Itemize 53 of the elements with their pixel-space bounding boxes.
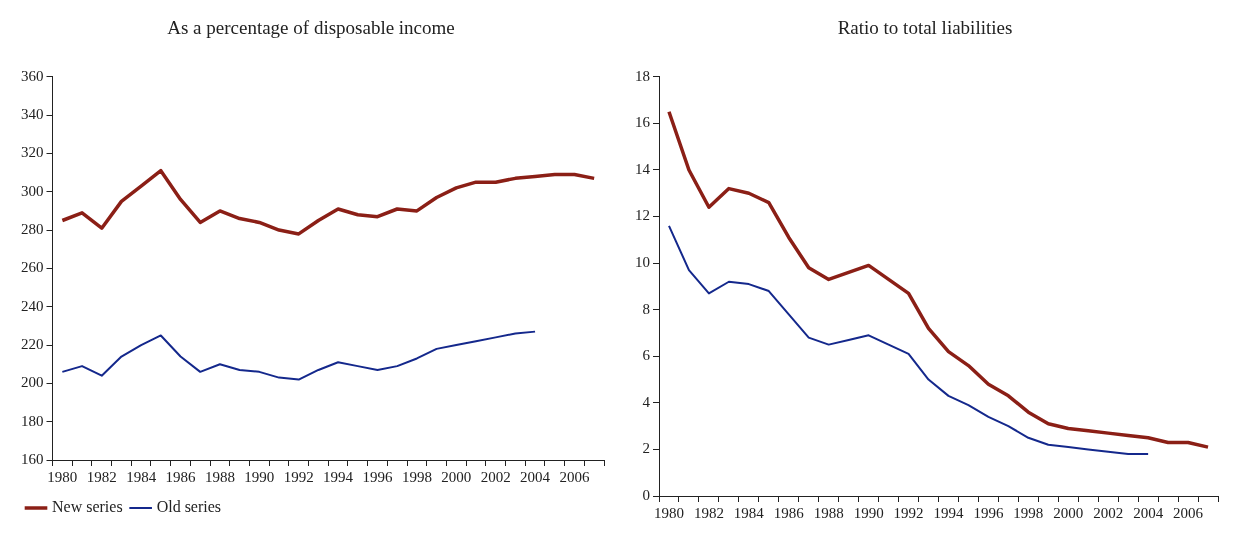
x-tick-label: 1998: [401, 468, 432, 485]
x-tick-label: 2000: [441, 468, 472, 485]
y-tick-label: 18: [635, 67, 650, 84]
x-tick-label: 1996: [973, 504, 1004, 521]
x-tick-label: 1998: [1013, 504, 1044, 521]
x-tick-label: 1992: [893, 504, 924, 521]
x-tick-label: 2006: [1173, 504, 1204, 521]
chart-title: As a percentage of disposable income: [167, 17, 455, 39]
x-tick-label: 1980: [653, 504, 684, 521]
x-tick-label: 2004: [1133, 504, 1164, 521]
y-tick-label: 14: [635, 160, 651, 177]
y-tick-label: 260: [21, 259, 44, 276]
x-tick-label: 1982: [86, 468, 117, 485]
x-tick-label: 1984: [733, 504, 765, 521]
y-tick-label: 300: [21, 182, 44, 199]
x-tick-label: 1990: [244, 468, 275, 485]
x-tick-label: 2004: [520, 468, 551, 485]
legend-label: New series: [52, 498, 123, 516]
y-tick-label: 6: [642, 347, 651, 364]
x-tick-label: 1986: [773, 504, 805, 521]
y-tick-label: 2: [642, 440, 650, 457]
y-tick-label: 200: [21, 374, 44, 391]
y-tick-label: 10: [635, 254, 650, 271]
x-tick-label: 1994: [933, 504, 964, 521]
y-tick-label: 16: [635, 114, 651, 131]
legend-label: Old series: [156, 498, 222, 516]
chart-title: Ratio to total liabilities: [837, 17, 1013, 39]
y-tick-label: 320: [21, 144, 44, 161]
x-tick-label: 2002: [1093, 504, 1124, 521]
y-tick-label: 360: [21, 67, 44, 84]
x-tick-label: 1988: [204, 468, 235, 485]
x-tick-label: 1984: [126, 468, 157, 485]
x-tick-label: 1988: [813, 504, 844, 521]
y-tick-label: 8: [642, 300, 650, 317]
x-tick-label: 1980: [47, 468, 78, 485]
y-tick-label: 180: [21, 412, 44, 429]
y-tick-label: 160: [21, 450, 44, 467]
y-tick-label: 340: [21, 106, 44, 123]
x-tick-label: 1994: [323, 468, 354, 485]
x-tick-label: 2006: [559, 468, 590, 485]
x-tick-label: 1986: [165, 468, 197, 485]
x-tick-label: 1996: [362, 468, 393, 485]
y-tick-label: 0: [642, 486, 650, 503]
y-tick-label: 4: [642, 393, 651, 410]
x-tick-label: 1990: [853, 504, 884, 521]
x-tick-label: 2000: [1053, 504, 1084, 521]
y-tick-label: 240: [21, 297, 44, 314]
x-tick-label: 1992: [283, 468, 314, 485]
x-tick-label: 1982: [693, 504, 724, 521]
y-tick-label: 12: [635, 207, 650, 224]
x-tick-label: 2002: [480, 468, 511, 485]
y-tick-label: 280: [21, 221, 44, 238]
y-tick-label: 220: [21, 335, 44, 352]
